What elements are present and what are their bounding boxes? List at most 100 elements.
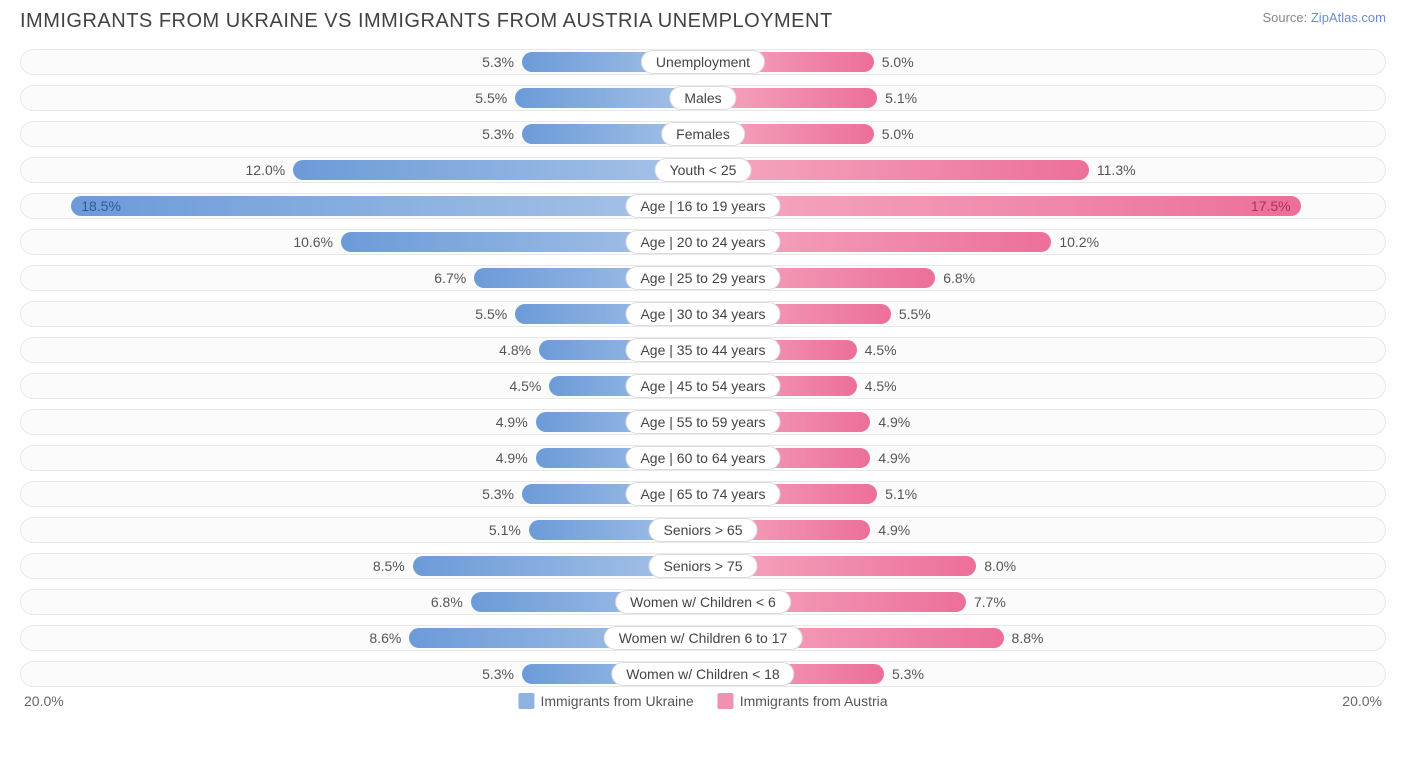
left-half: 4.8% bbox=[20, 333, 703, 367]
chart-row: 8.6% 8.8% Women w/ Children 6 to 17 bbox=[20, 621, 1386, 655]
left-value: 4.8% bbox=[499, 340, 531, 360]
right-value: 17.5% bbox=[1251, 196, 1291, 216]
legend-label-left: Immigrants from Ukraine bbox=[540, 693, 693, 709]
left-half: 18.5% bbox=[20, 189, 703, 223]
chart-row: 6.7% 6.8%Age | 25 to 29 years bbox=[20, 261, 1386, 295]
chart-row: 10.6% 10.2% Age | 20 to 24 years bbox=[20, 225, 1386, 259]
legend: Immigrants from UkraineImmigrants from A… bbox=[518, 693, 887, 709]
left-half: 4.9% bbox=[20, 441, 703, 475]
category-label: Females bbox=[661, 122, 745, 146]
right-half: 5.5% bbox=[703, 297, 1386, 331]
category-label: Age | 16 to 19 years bbox=[625, 194, 780, 218]
right-value: 4.9% bbox=[878, 520, 910, 540]
right-half: 10.2% bbox=[703, 225, 1386, 259]
right-half: 8.8% bbox=[703, 621, 1386, 655]
left-value: 5.3% bbox=[482, 484, 514, 504]
chart-row: 18.5% 17.5% Age | 16 to 19 years bbox=[20, 189, 1386, 223]
left-value: 5.1% bbox=[489, 520, 521, 540]
right-value: 5.0% bbox=[882, 52, 914, 72]
right-half: 7.7% bbox=[703, 585, 1386, 619]
category-label: Women w/ Children 6 to 17 bbox=[604, 626, 803, 650]
legend-swatch-right bbox=[718, 693, 734, 709]
left-half: 5.3% bbox=[20, 117, 703, 151]
right-half: 6.8% bbox=[703, 261, 1386, 295]
chart-row: 5.5%5.1%Males bbox=[20, 81, 1386, 115]
left-half: 5.3% bbox=[20, 45, 703, 79]
chart-row: 5.3% 5.1%Age | 65 to 74 years bbox=[20, 477, 1386, 511]
chart-row: 5.3% 5.0% Females bbox=[20, 117, 1386, 151]
right-half: 4.5% bbox=[703, 369, 1386, 403]
left-value: 4.9% bbox=[496, 412, 528, 432]
right-bar bbox=[703, 196, 1301, 216]
right-value: 10.2% bbox=[1059, 232, 1099, 252]
left-half: 4.9% bbox=[20, 405, 703, 439]
left-value: 5.3% bbox=[482, 664, 514, 684]
chart-row: 5.3%5.3%Women w/ Children < 18 bbox=[20, 657, 1386, 691]
left-half: 5.3% bbox=[20, 657, 703, 691]
left-half: 6.8% bbox=[20, 585, 703, 619]
category-label: Age | 45 to 54 years bbox=[625, 374, 780, 398]
header: IMMIGRANTS FROM UKRAINE VS IMMIGRANTS FR… bbox=[0, 0, 1406, 39]
left-half: 6.7% bbox=[20, 261, 703, 295]
left-value: 5.3% bbox=[482, 52, 514, 72]
right-value: 5.3% bbox=[892, 664, 924, 684]
left-value: 8.6% bbox=[369, 628, 401, 648]
category-label: Males bbox=[669, 86, 736, 110]
category-label: Age | 20 to 24 years bbox=[625, 230, 780, 254]
left-half: 12.0% bbox=[20, 153, 703, 187]
left-half: 8.6% bbox=[20, 621, 703, 655]
right-value: 4.9% bbox=[878, 412, 910, 432]
left-half: 8.5% bbox=[20, 549, 703, 583]
left-value: 10.6% bbox=[293, 232, 333, 252]
chart-row: 6.8%7.7%Women w/ Children < 6 bbox=[20, 585, 1386, 619]
left-half: 5.5% bbox=[20, 81, 703, 115]
source-link[interactable]: ZipAtlas.com bbox=[1311, 10, 1386, 25]
chart-row: 5.1% 4.9% Seniors > 65 bbox=[20, 513, 1386, 547]
left-value: 8.5% bbox=[373, 556, 405, 576]
left-value: 12.0% bbox=[246, 160, 286, 180]
axis-row: 20.0%20.0%Immigrants from UkraineImmigra… bbox=[20, 693, 1386, 721]
right-bar bbox=[703, 160, 1089, 180]
right-half: 5.1% bbox=[703, 477, 1386, 511]
chart-row: 12.0%11.3%Youth < 25 bbox=[20, 153, 1386, 187]
right-half: 17.5% bbox=[703, 189, 1386, 223]
diverging-bar-chart: 5.3%5.0%Unemployment5.5%5.1%Males5.3%5.0… bbox=[20, 45, 1386, 721]
left-value: 4.9% bbox=[496, 448, 528, 468]
category-label: Age | 35 to 44 years bbox=[625, 338, 780, 362]
right-value: 8.0% bbox=[984, 556, 1016, 576]
category-label: Seniors > 75 bbox=[649, 554, 758, 578]
right-half: 4.9% bbox=[703, 513, 1386, 547]
left-value: 6.7% bbox=[434, 268, 466, 288]
chart-row: 4.8%4.5%Age | 35 to 44 years bbox=[20, 333, 1386, 367]
left-value: 5.5% bbox=[475, 304, 507, 324]
right-half: 8.0% bbox=[703, 549, 1386, 583]
left-half: 5.1% bbox=[20, 513, 703, 547]
category-label: Age | 25 to 29 years bbox=[625, 266, 780, 290]
source-prefix: Source: bbox=[1262, 10, 1310, 25]
right-half: 5.0% bbox=[703, 45, 1386, 79]
chart-row: 5.5%5.5%Age | 30 to 34 years bbox=[20, 297, 1386, 331]
legend-swatch-left bbox=[518, 693, 534, 709]
right-half: 5.1% bbox=[703, 81, 1386, 115]
category-label: Age | 60 to 64 years bbox=[625, 446, 780, 470]
axis-max-right: 20.0% bbox=[1342, 693, 1382, 709]
right-value: 5.0% bbox=[882, 124, 914, 144]
chart-row: 8.5% 8.0% Seniors > 75 bbox=[20, 549, 1386, 583]
left-half: 5.3% bbox=[20, 477, 703, 511]
chart-row: 4.9%4.9%Age | 55 to 59 years bbox=[20, 405, 1386, 439]
left-value: 5.3% bbox=[482, 124, 514, 144]
left-bar bbox=[293, 160, 703, 180]
page-title: IMMIGRANTS FROM UKRAINE VS IMMIGRANTS FR… bbox=[20, 10, 833, 33]
category-label: Seniors > 65 bbox=[649, 518, 758, 542]
left-value: 4.5% bbox=[509, 376, 541, 396]
legend-item-left: Immigrants from Ukraine bbox=[518, 693, 693, 709]
category-label: Age | 65 to 74 years bbox=[625, 482, 780, 506]
left-bar bbox=[71, 196, 703, 216]
right-value: 4.9% bbox=[878, 448, 910, 468]
right-half: 4.9% bbox=[703, 441, 1386, 475]
right-value: 8.8% bbox=[1012, 628, 1044, 648]
category-label: Women w/ Children < 6 bbox=[615, 590, 791, 614]
right-value: 5.5% bbox=[899, 304, 931, 324]
right-value: 11.3% bbox=[1097, 160, 1136, 180]
right-half: 4.9% bbox=[703, 405, 1386, 439]
